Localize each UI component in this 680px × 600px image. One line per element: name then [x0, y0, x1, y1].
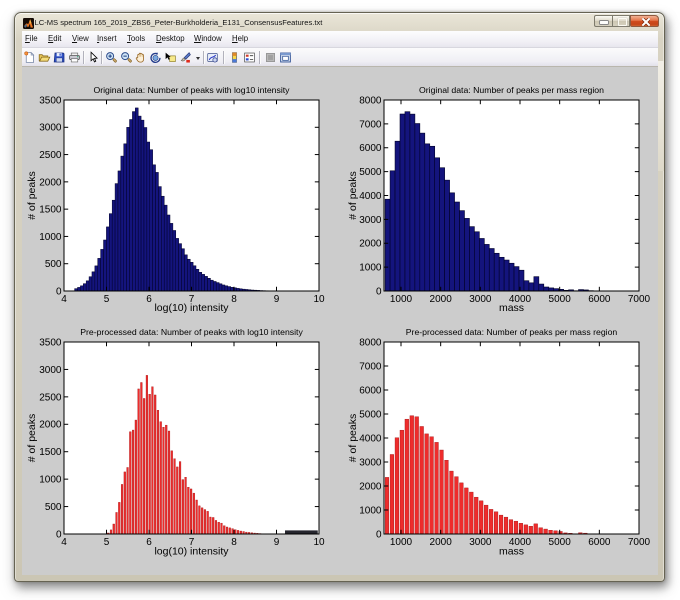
- svg-text:10: 10: [313, 294, 325, 305]
- svg-text:1500: 1500: [39, 205, 62, 216]
- svg-text:6000: 6000: [359, 385, 382, 396]
- svg-text:2000: 2000: [359, 239, 382, 250]
- svg-text:log(10) intensity: log(10) intensity: [154, 546, 229, 558]
- svg-text:mass: mass: [499, 302, 524, 314]
- svg-text:8000: 8000: [359, 95, 382, 106]
- svg-text:4000: 4000: [359, 433, 382, 444]
- svg-text:2500: 2500: [39, 150, 62, 161]
- svg-text:9: 9: [274, 294, 280, 305]
- svg-text:2000: 2000: [39, 420, 62, 431]
- svg-text:7000: 7000: [628, 294, 651, 305]
- svg-text:5000: 5000: [549, 294, 572, 305]
- svg-text:# of peaks: # of peaks: [347, 414, 359, 462]
- svg-text:7000: 7000: [359, 361, 382, 372]
- svg-text:6: 6: [146, 294, 152, 305]
- svg-text:0: 0: [56, 529, 62, 540]
- svg-text:3500: 3500: [39, 95, 62, 106]
- svg-text:1000: 1000: [359, 505, 382, 516]
- svg-text:1000: 1000: [390, 537, 413, 548]
- svg-text:6: 6: [146, 537, 152, 548]
- svg-text:4000: 4000: [509, 294, 532, 305]
- svg-text:2000: 2000: [359, 481, 382, 492]
- svg-text:500: 500: [45, 259, 62, 270]
- svg-text:5: 5: [104, 537, 110, 548]
- svg-text:3000: 3000: [359, 215, 382, 226]
- svg-text:3000: 3000: [39, 365, 62, 376]
- svg-text:8000: 8000: [359, 337, 382, 348]
- svg-text:4000: 4000: [359, 191, 382, 202]
- svg-text:3000: 3000: [469, 294, 492, 305]
- svg-text:0: 0: [376, 286, 382, 297]
- svg-text:1500: 1500: [39, 447, 62, 458]
- svg-text:3500: 3500: [39, 337, 62, 348]
- svg-text:4: 4: [61, 294, 67, 305]
- svg-text:6000: 6000: [588, 294, 611, 305]
- svg-text:2000: 2000: [430, 294, 453, 305]
- svg-text:7000: 7000: [628, 537, 651, 548]
- svg-text:5000: 5000: [359, 409, 382, 420]
- svg-text:3000: 3000: [469, 537, 492, 548]
- svg-text:500: 500: [45, 502, 62, 513]
- svg-text:4000: 4000: [509, 537, 532, 548]
- svg-text:6000: 6000: [588, 537, 611, 548]
- svg-text:Pre-processed data: Number of: Pre-processed data: Number of peaks per …: [406, 327, 618, 337]
- svg-text:3000: 3000: [39, 123, 62, 134]
- svg-text:1000: 1000: [359, 263, 382, 274]
- svg-text:mass: mass: [499, 546, 524, 558]
- svg-text:0: 0: [376, 529, 382, 540]
- svg-text:6000: 6000: [359, 143, 382, 154]
- svg-text:2000: 2000: [39, 177, 62, 188]
- svg-text:2500: 2500: [39, 392, 62, 403]
- svg-text:# of peaks: # of peaks: [347, 171, 359, 219]
- svg-text:5000: 5000: [549, 537, 572, 548]
- svg-text:1000: 1000: [390, 294, 413, 305]
- svg-text:8: 8: [231, 294, 237, 305]
- svg-text:7000: 7000: [359, 119, 382, 130]
- svg-text:4: 4: [61, 537, 67, 548]
- svg-text:7: 7: [189, 537, 195, 548]
- svg-text:# of peaks: # of peaks: [26, 171, 38, 219]
- svg-text:# of peaks: # of peaks: [26, 414, 38, 462]
- svg-text:5: 5: [104, 294, 110, 305]
- svg-text:Original data: Number of peaks: Original data: Number of peaks with log1…: [93, 85, 290, 95]
- svg-text:Original data: Number of peaks: Original data: Number of peaks per mass …: [419, 85, 604, 95]
- svg-text:7: 7: [189, 294, 195, 305]
- svg-text:1000: 1000: [39, 232, 62, 243]
- svg-text:10: 10: [313, 537, 325, 548]
- svg-text:9: 9: [274, 537, 280, 548]
- svg-text:log(10) intensity: log(10) intensity: [154, 302, 229, 314]
- svg-text:Pre-processed data: Number of: Pre-processed data: Number of peaks with…: [80, 327, 303, 337]
- svg-text:3000: 3000: [359, 457, 382, 468]
- svg-text:2000: 2000: [430, 537, 453, 548]
- svg-text:5000: 5000: [359, 167, 382, 178]
- svg-text:1000: 1000: [39, 475, 62, 486]
- svg-text:0: 0: [56, 286, 62, 297]
- svg-text:8: 8: [231, 537, 237, 548]
